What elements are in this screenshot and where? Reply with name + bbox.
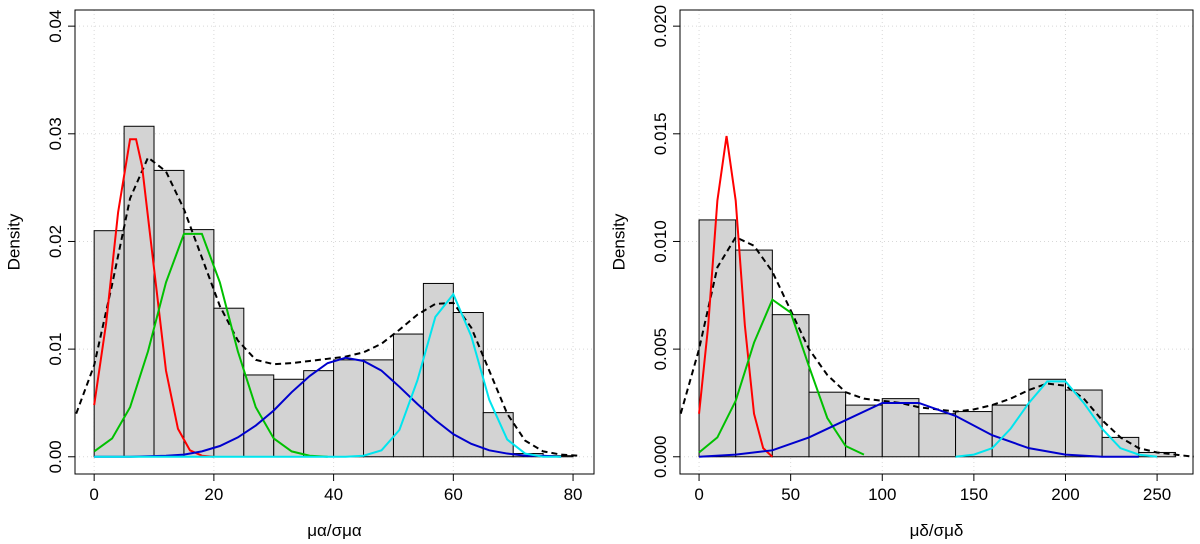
y-tick-label: 0.010 [651, 220, 670, 263]
bar [808, 391, 847, 458]
bar [452, 312, 484, 458]
x-tick-label: 60 [444, 485, 463, 504]
bar [213, 307, 245, 458]
bar [991, 404, 1030, 458]
bar [881, 398, 920, 458]
bar [918, 413, 957, 458]
plot-frame [679, 9, 1194, 475]
bar [183, 229, 215, 458]
y-tick-label: 0.01 [46, 333, 65, 366]
x-tick-label: 0 [694, 485, 703, 504]
bar [123, 125, 155, 458]
x-axis-label: μα/σμα [307, 521, 362, 540]
x-tick-label: 250 [1143, 485, 1171, 504]
y-tick-label: 0.03 [46, 117, 65, 150]
density-curve [94, 292, 562, 458]
y-tick-label: 0.005 [651, 328, 670, 371]
x-tick-label: 200 [1051, 485, 1079, 504]
bar [273, 378, 305, 458]
y-tick-label: 0.020 [651, 5, 670, 48]
x-tick-label: 40 [324, 485, 343, 504]
x-tick-label: 20 [204, 485, 223, 504]
x-tick-label: 150 [960, 485, 988, 504]
bar [1064, 389, 1103, 458]
y-tick-label: 0.04 [46, 10, 65, 43]
bar [303, 370, 335, 458]
bar [243, 374, 275, 458]
density-curve [93, 232, 328, 458]
y-tick-label: 0.02 [46, 225, 65, 258]
bar [333, 359, 365, 458]
bar [1028, 378, 1066, 458]
density-curve [93, 138, 214, 458]
density-curve [955, 380, 1158, 458]
plot-frame [74, 9, 595, 475]
x-tick-label: 100 [868, 485, 896, 504]
y-tick-label: 0.000 [651, 436, 670, 479]
bar [698, 219, 737, 458]
density-curve [698, 135, 774, 458]
bar [771, 314, 810, 458]
x-tick-label: 0 [89, 485, 98, 504]
x-tick-label: 50 [781, 485, 800, 504]
y-tick-label: 0.015 [651, 113, 670, 156]
x-tick-label: 80 [564, 485, 583, 504]
y-tick-label: 0.00 [46, 440, 65, 473]
y-axis-label: Density [4, 213, 23, 270]
density-curve [698, 401, 1139, 458]
density-curve [75, 155, 580, 457]
density-curve [94, 356, 562, 458]
x-axis-label: μδ/σμδ [910, 521, 964, 540]
y-axis-label: Density [609, 213, 628, 270]
density-curve [698, 298, 865, 456]
